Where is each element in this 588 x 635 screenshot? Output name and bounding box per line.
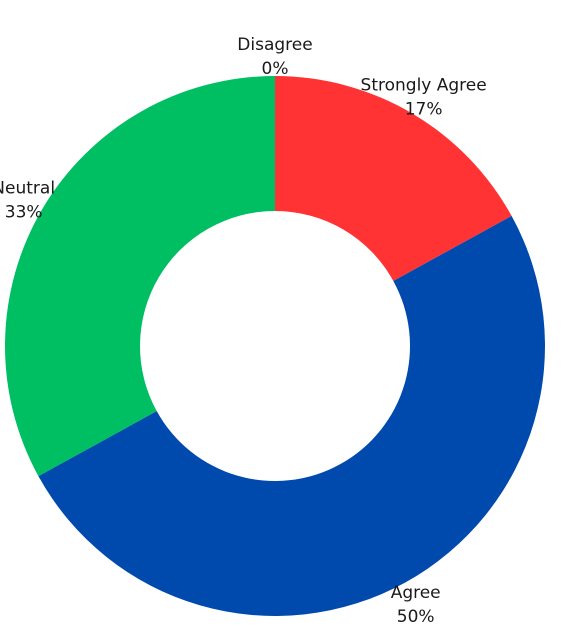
label-agree: Agree 50% xyxy=(391,583,441,627)
label-strongly-agree-value: 17% xyxy=(405,100,443,120)
slice-strongly-agree xyxy=(275,76,512,281)
label-disagree: Disagree 0% xyxy=(237,35,312,79)
label-neutral: Neutral 33% xyxy=(0,178,55,222)
label-strongly-agree: Strongly Agree 17% xyxy=(361,76,487,120)
donut-slices xyxy=(5,76,546,616)
label-neutral-value: 33% xyxy=(5,202,43,222)
label-strongly-agree-category: Strongly Agree xyxy=(361,76,487,96)
label-neutral-category: Neutral xyxy=(0,178,55,198)
slice-agree xyxy=(38,215,546,616)
slice-neutral xyxy=(5,76,275,477)
label-disagree-value: 0% xyxy=(262,59,289,79)
label-agree-category: Agree xyxy=(391,583,441,603)
label-disagree-category: Disagree xyxy=(237,35,312,55)
donut-labels: Strongly Agree 17% Agree 50% Neutral 33% Disag… xyxy=(0,35,487,627)
label-agree-value: 50% xyxy=(397,607,435,627)
